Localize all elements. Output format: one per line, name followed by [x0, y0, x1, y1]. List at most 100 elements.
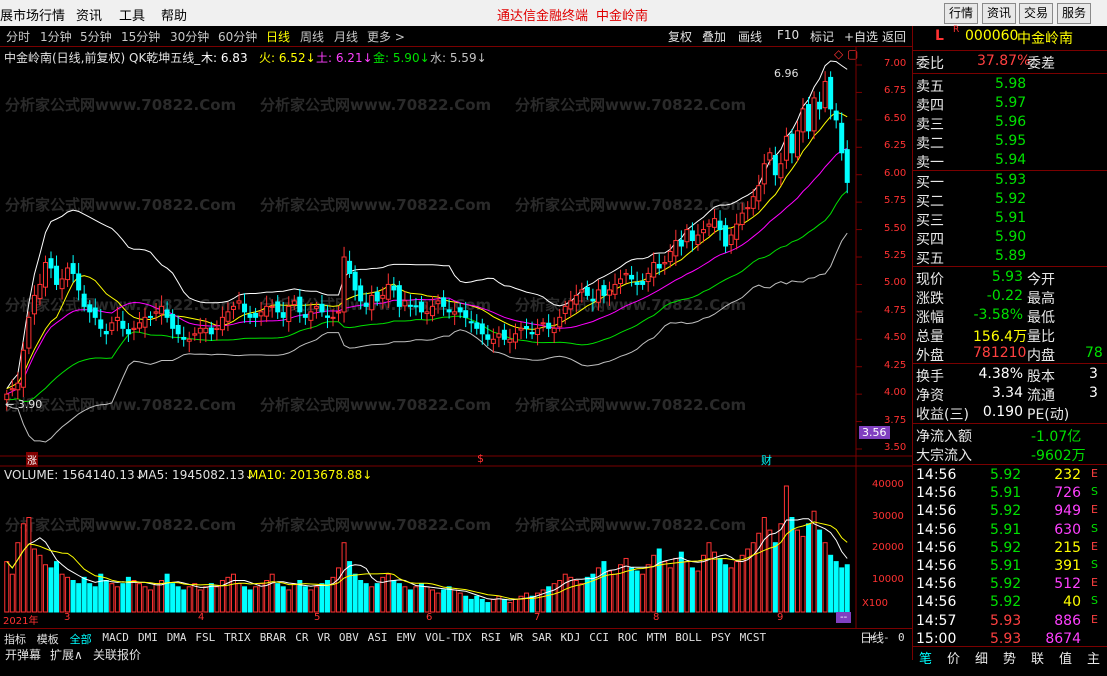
- volume-bar: [684, 561, 690, 613]
- indicator-tab[interactable]: BOLL: [675, 631, 702, 644]
- indicator-tab[interactable]: KDJ: [560, 631, 581, 644]
- indicator-tab[interactable]: DMI: [138, 631, 158, 644]
- tab-timeshare[interactable]: 分时: [6, 30, 31, 44]
- stock-code: 000060: [965, 28, 1019, 44]
- tab-1min[interactable]: 1分钟: [40, 30, 72, 44]
- tab-daily[interactable]: 日线: [266, 30, 291, 44]
- tab-30min[interactable]: 30分钟: [170, 30, 210, 44]
- candle-body: [656, 263, 662, 269]
- panel-tab[interactable]: 笔: [919, 652, 933, 667]
- indicator-tab[interactable]: EMV: [396, 631, 417, 644]
- panel-tab[interactable]: 主: [1087, 652, 1101, 667]
- indicator-tab[interactable]: TRIX: [224, 631, 251, 644]
- high-annotation: 6.96: [774, 67, 799, 80]
- back-button[interactable]: 返回: [882, 30, 907, 44]
- tab-more[interactable]: 更多 >: [367, 30, 405, 44]
- indicator-tab[interactable]: DMA: [166, 631, 187, 644]
- quote-button[interactable]: 行情: [944, 3, 979, 24]
- volume-bar: [70, 580, 76, 613]
- overlay-button[interactable]: 叠加: [702, 30, 727, 44]
- marker-dollar[interactable]: $: [477, 452, 484, 465]
- panel-tab[interactable]: 值: [1059, 652, 1073, 667]
- candle-body: [148, 315, 154, 318]
- panel-tab[interactable]: 细: [975, 652, 989, 667]
- zoom-control[interactable]: 0: [898, 631, 905, 644]
- tab-60min[interactable]: 60分钟: [218, 30, 258, 44]
- volume-bar: [42, 564, 48, 613]
- f10-button[interactable]: F10: [777, 28, 800, 42]
- indicator-tab[interactable]: 指标: [4, 633, 26, 646]
- indicator-tab[interactable]: PSY: [710, 631, 731, 644]
- sell-level-label: 卖二: [916, 136, 944, 152]
- indicator-tab[interactable]: VR: [317, 631, 331, 644]
- watermark-text: 分析家公式网www.70822.Com: [260, 96, 492, 114]
- panel-tab[interactable]: 势: [1003, 652, 1017, 667]
- menu-tools[interactable]: 工具: [119, 9, 146, 24]
- tab-5min[interactable]: 5分钟: [80, 30, 112, 44]
- indicator-tab[interactable]: OBV: [338, 631, 359, 644]
- mark-button[interactable]: 标记: [810, 30, 835, 44]
- indicator-tab[interactable]: WR: [510, 631, 524, 644]
- buy-level-label: 买一: [916, 175, 944, 191]
- chart-corner-icons[interactable]: ◇ ▢: [834, 47, 859, 61]
- volume-bar: [761, 517, 767, 613]
- indicator-tab[interactable]: FSL: [195, 631, 216, 644]
- add-watchlist-button[interactable]: +自选: [844, 30, 879, 44]
- kline-chart[interactable]: [0, 46, 912, 628]
- related-quote-button[interactable]: 关联报价: [93, 648, 142, 662]
- indicator-tab[interactable]: BRAR: [259, 631, 287, 644]
- menu-market[interactable]: 展市场行情: [0, 9, 66, 24]
- volume-bar: [546, 586, 552, 613]
- candle-body: [767, 152, 773, 161]
- volume-bar: [291, 583, 297, 613]
- tick-time: 14:56: [916, 485, 957, 502]
- tab-monthly[interactable]: 月线: [334, 30, 359, 44]
- indicator-tab[interactable]: CCI: [589, 631, 610, 644]
- indicator-tab[interactable]: ROC: [617, 631, 638, 644]
- marker-cai[interactable]: 财: [761, 454, 772, 467]
- candle-body: [739, 212, 745, 226]
- trade-button[interactable]: 交易: [1019, 3, 1054, 24]
- indicator-tab[interactable]: 全部: [69, 633, 92, 646]
- zoom-control[interactable]: +: [868, 631, 875, 644]
- candle-body: [734, 223, 740, 240]
- indicator-tab[interactable]: CR: [295, 631, 309, 644]
- panel-tab[interactable]: 价: [947, 652, 961, 667]
- menu-news[interactable]: 资讯: [76, 9, 103, 24]
- indicator-tab[interactable]: ASI: [367, 631, 388, 644]
- zoom-control[interactable]: -: [883, 631, 890, 644]
- marker-zhang[interactable]: 涨: [26, 452, 38, 467]
- tab-weekly[interactable]: 周线: [300, 30, 325, 44]
- watermark-text: 分析家公式网www.70822.Com: [5, 396, 237, 414]
- stat-value-2: 3: [1089, 385, 1098, 401]
- indicator-tab[interactable]: MCST: [739, 631, 767, 644]
- tab-15min[interactable]: 15分钟: [121, 30, 161, 44]
- volume-bar: [92, 586, 98, 613]
- expand-button[interactable]: 扩展∧: [50, 648, 83, 662]
- service-button[interactable]: 服务: [1057, 3, 1092, 24]
- candle-body: [817, 101, 823, 110]
- stat-value: 781210: [973, 345, 1027, 361]
- indicator-tab[interactable]: RSI: [481, 631, 502, 644]
- volume-bar: [557, 580, 563, 613]
- menu-help[interactable]: 帮助: [161, 9, 188, 24]
- indicator-tab[interactable]: MACD: [102, 631, 129, 644]
- adjust-button[interactable]: 复权: [668, 30, 693, 44]
- volume-bar: [623, 557, 629, 613]
- news-button[interactable]: 资讯: [982, 3, 1017, 24]
- indicator-tab[interactable]: VOL-TDX: [425, 631, 472, 644]
- candle-body: [446, 309, 452, 313]
- volume-bar: [148, 589, 154, 613]
- indicator-tab[interactable]: MTM: [646, 631, 667, 644]
- indicator-tab[interactable]: 模板: [36, 633, 59, 646]
- candle-body: [474, 322, 480, 329]
- stock-name: 中金岭南: [1017, 31, 1073, 47]
- panel-tab[interactable]: 联: [1031, 652, 1045, 667]
- ratio-value: 37.87%: [977, 53, 1031, 69]
- candle-body: [723, 225, 729, 247]
- candle-body: [418, 301, 424, 313]
- draw-button[interactable]: 画线: [738, 30, 763, 44]
- tick-flag: S: [1091, 521, 1098, 535]
- indicator-tab[interactable]: SAR: [531, 631, 552, 644]
- danmaku-button[interactable]: 开弹幕: [5, 648, 42, 662]
